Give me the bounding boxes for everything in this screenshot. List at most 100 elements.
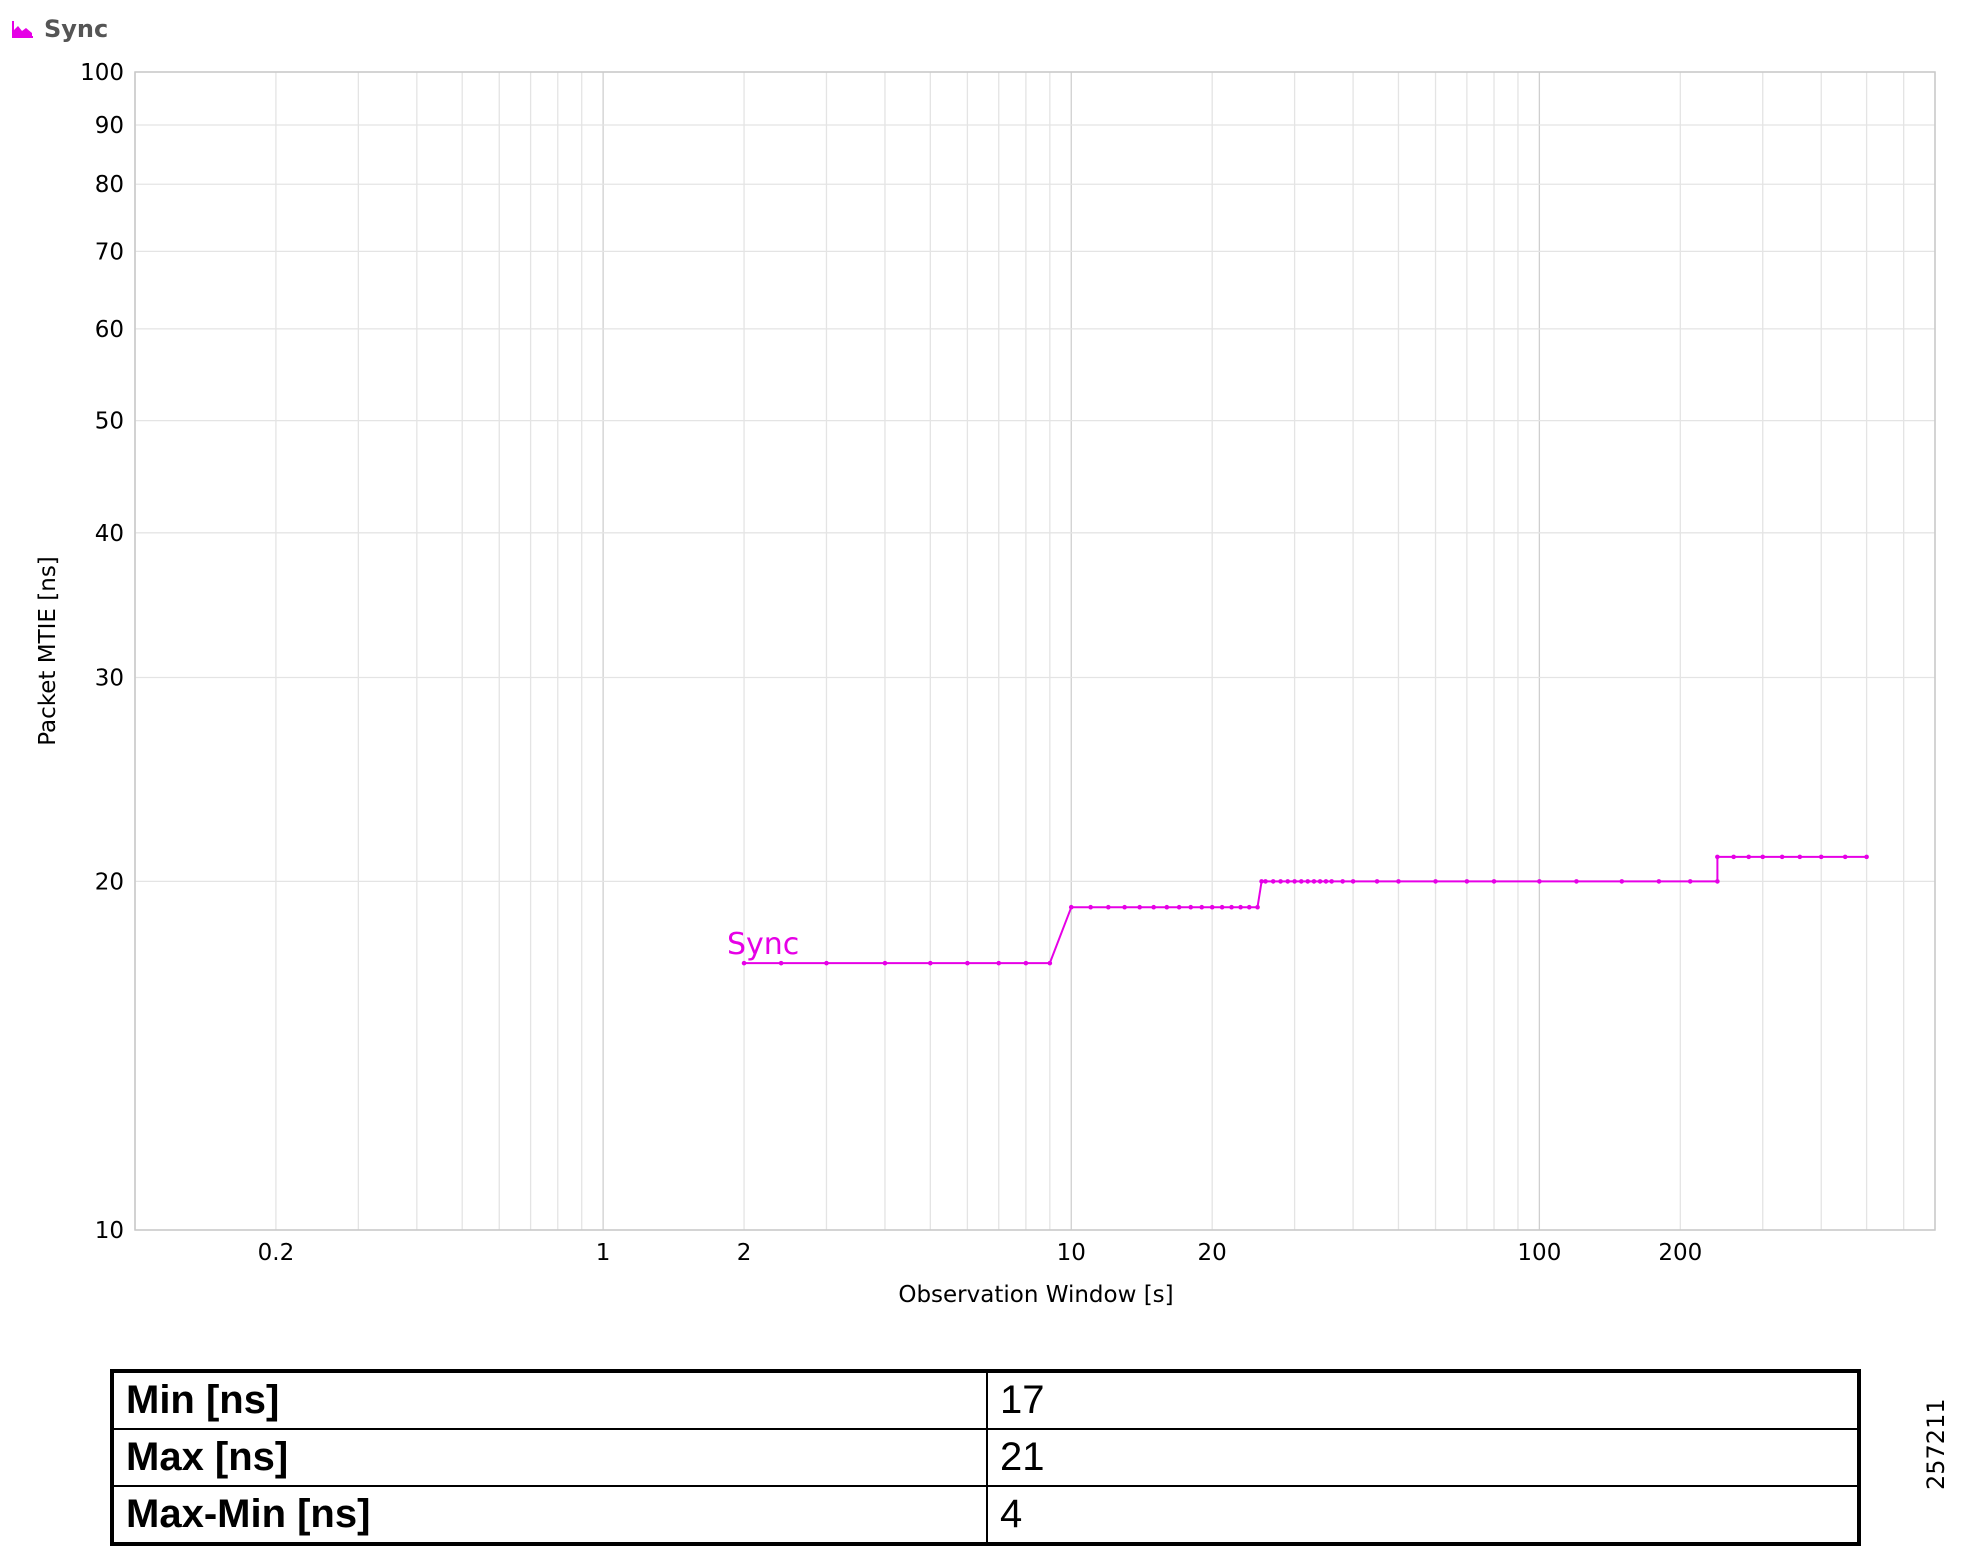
x-tick-label: 200 (1658, 1240, 1702, 1266)
series-point (1574, 879, 1579, 884)
stats-value: 4 (986, 1485, 1860, 1545)
series-point (1263, 879, 1268, 884)
series-point (1137, 904, 1142, 910)
y-tick-label: 10 (95, 1218, 124, 1244)
series-point (1219, 904, 1225, 910)
series-point (1396, 879, 1401, 884)
series-point (1199, 904, 1205, 910)
series-point (1305, 879, 1311, 884)
stats-row: Min [ns] 17 (111, 1370, 1860, 1430)
series-point (778, 960, 784, 966)
series-point (1715, 854, 1720, 860)
series-point (1255, 904, 1260, 910)
x-tick-label: 10 (1057, 1240, 1086, 1266)
series-point (1760, 854, 1766, 860)
series-point (1106, 904, 1111, 910)
series-point (1818, 854, 1824, 860)
series-sync (741, 854, 1869, 966)
y-tick-label: 100 (80, 60, 124, 86)
series-line (744, 855, 1867, 965)
stats-label: Min [ns] (111, 1370, 988, 1430)
series-point (928, 960, 933, 966)
grid (134, 71, 1936, 1231)
figure-id: 257211 (1922, 1398, 1950, 1490)
panel-title: Sync (44, 15, 109, 43)
x-tick-label: 0.2 (258, 1240, 295, 1266)
stats-label: Max-Min [ns] (111, 1485, 988, 1545)
stats-value: 21 (986, 1428, 1860, 1487)
y-tick-label: 40 (95, 521, 124, 547)
series-point (1311, 879, 1317, 884)
y-axis-title: Packet MTIE [ns] (35, 556, 61, 746)
series-point (1238, 904, 1243, 910)
plot-frame (134, 71, 1936, 1231)
series-point (1270, 879, 1276, 884)
series-point (1285, 879, 1291, 884)
stats-value: 17 (986, 1370, 1860, 1430)
stats-row: Max [ns] 21 (111, 1428, 1860, 1487)
series-point (965, 960, 970, 966)
series-point (882, 960, 888, 966)
x-tick-label: 2 (737, 1240, 752, 1266)
series-point (1687, 879, 1693, 884)
series-point (1292, 879, 1297, 884)
series-point (741, 960, 747, 966)
series-point (996, 960, 1002, 966)
y-tick-label: 50 (95, 409, 124, 435)
y-axis-ticks: 10 20 30 40 50 60 70 80 90 100 (80, 60, 124, 1244)
series-point (1491, 879, 1497, 884)
series-point (1023, 960, 1029, 966)
series-point (1068, 904, 1074, 910)
series-point (1464, 879, 1470, 884)
series-point (1209, 904, 1215, 910)
x-tick-label: 1 (596, 1240, 611, 1266)
series-point (1188, 904, 1194, 910)
series-point (1350, 879, 1356, 884)
mtie-chart: 0.2 1 2 10 20 100 200 10 20 30 40 50 60 70 80 90 100 Ob… (35, 60, 1936, 1308)
series-point (1842, 854, 1848, 860)
series-point (1164, 904, 1170, 910)
series-point (1797, 854, 1803, 860)
series-point (1317, 879, 1323, 884)
series-point (1864, 854, 1869, 860)
y-tick-label: 90 (95, 113, 124, 139)
series-label-sync: Sync (727, 927, 799, 962)
series-point (1731, 854, 1736, 860)
series-point (1340, 879, 1345, 884)
series-point (1047, 960, 1053, 966)
series-point (1259, 879, 1264, 884)
series-point (1278, 879, 1283, 884)
series-point (1246, 904, 1252, 910)
stats-row: Max-Min [ns] 4 (111, 1485, 1860, 1545)
series-point (1329, 879, 1334, 884)
y-tick-label: 30 (95, 665, 124, 691)
stats-table: Min [ns] 17 Max [ns] 21 Max-Min [ns] 4 (110, 1369, 1861, 1546)
x-tick-label: 100 (1517, 1240, 1561, 1266)
series-point (1374, 879, 1380, 884)
area-chart-icon (12, 21, 33, 38)
series-point (1656, 879, 1662, 884)
y-tick-label: 70 (95, 239, 124, 265)
series-point (1715, 879, 1720, 884)
series-point (1537, 879, 1542, 884)
y-tick-label: 20 (95, 869, 124, 895)
x-tick-label: 20 (1198, 1240, 1227, 1266)
x-axis-ticks: 0.2 1 2 10 20 100 200 (258, 1240, 1703, 1266)
series-point (1779, 854, 1785, 860)
y-tick-label: 60 (95, 317, 124, 343)
y-tick-label: 80 (95, 172, 124, 198)
series-point (1122, 904, 1127, 910)
series-point (1176, 904, 1182, 910)
stats-label: Max [ns] (111, 1428, 988, 1487)
x-axis-title: Observation Window [s] (898, 1282, 1173, 1308)
series-point (1323, 879, 1329, 884)
series-point (824, 960, 829, 966)
series-point (1746, 854, 1752, 860)
series-point (1433, 879, 1438, 884)
series-point (1088, 904, 1093, 910)
series-point (1151, 904, 1156, 910)
series-point (1298, 879, 1304, 884)
series-point (1619, 879, 1625, 884)
panel-header: Sync (12, 14, 108, 44)
series-point (1229, 904, 1234, 910)
